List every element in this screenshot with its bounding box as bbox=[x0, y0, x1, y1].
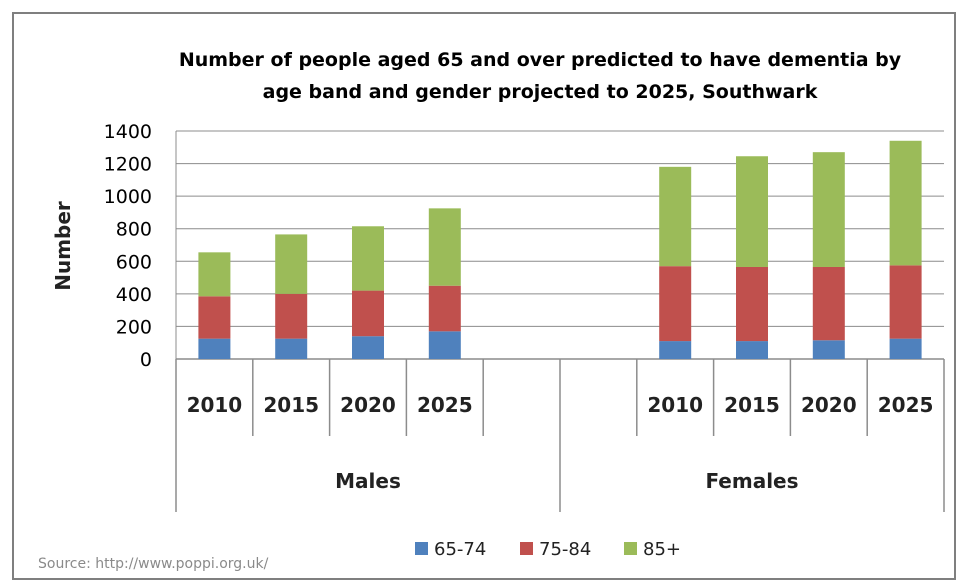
bar-segment-75-84 bbox=[352, 290, 384, 337]
y-tick-label: 800 bbox=[116, 219, 152, 241]
legend-label: 75-84 bbox=[539, 539, 591, 560]
bar-segment-85+ bbox=[812, 152, 845, 267]
y-tick-label: 1400 bbox=[104, 121, 152, 143]
legend-swatch bbox=[624, 542, 637, 555]
x-category-label: 2020 bbox=[340, 393, 396, 417]
x-category-label: 2010 bbox=[647, 393, 703, 417]
x-category-label: 2015 bbox=[724, 393, 780, 417]
bar-segment-85+ bbox=[275, 234, 308, 294]
legend-label: 65-74 bbox=[434, 539, 486, 560]
bar-segment-85+ bbox=[736, 156, 768, 267]
x-category-label: 2015 bbox=[263, 393, 319, 417]
bar-segment-65-74 bbox=[352, 336, 384, 359]
bar-segment-85+ bbox=[198, 252, 231, 297]
y-axis-label: Number bbox=[51, 201, 75, 291]
y-tick-label: 200 bbox=[116, 316, 152, 338]
bar-segment-65-74 bbox=[659, 341, 692, 359]
bar-segment-75-84 bbox=[428, 285, 461, 332]
y-tick-label: 400 bbox=[116, 284, 152, 306]
bar-segment-65-74 bbox=[812, 340, 845, 359]
legend-swatch bbox=[415, 542, 428, 555]
bar-segment-75-84 bbox=[659, 266, 692, 342]
chart-title-line-1: Number of people aged 65 and over predic… bbox=[179, 49, 902, 71]
bar-segment-65-74 bbox=[275, 338, 308, 359]
bar-segment-75-84 bbox=[736, 266, 768, 342]
x-category-label: 2025 bbox=[417, 393, 473, 417]
legend: 65-74 75-84 85+ bbox=[415, 539, 681, 560]
source-note: Source: http://www.poppi.org.uk/ bbox=[38, 556, 269, 572]
legend-label: 85+ bbox=[643, 539, 681, 560]
bar-segment-85+ bbox=[428, 208, 461, 286]
bar-segment-75-84 bbox=[812, 266, 845, 341]
x-category-label: 2010 bbox=[187, 393, 243, 417]
bar-segment-75-84 bbox=[275, 293, 308, 339]
y-tick-label: 1000 bbox=[104, 186, 152, 208]
bar-segment-65-74 bbox=[889, 338, 922, 359]
y-tick-label: 600 bbox=[116, 251, 152, 273]
group-label: Females bbox=[705, 469, 798, 493]
bar-segment-75-84 bbox=[198, 296, 231, 339]
bar-segment-65-74 bbox=[428, 331, 461, 359]
legend-swatch bbox=[520, 542, 533, 555]
y-axis-ticks: 0 200 400 600 800 1000 1200 1400 bbox=[104, 121, 152, 371]
chart-title: Number of people aged 65 and over predic… bbox=[179, 49, 902, 103]
x-axis: 2010 2015 2020 2025 2010 2015 2020 2025 Males Fem… bbox=[175, 359, 945, 512]
group-label: Males bbox=[335, 469, 401, 493]
y-tick-label: 0 bbox=[140, 349, 152, 371]
bar-segment-75-84 bbox=[889, 265, 922, 339]
y-tick-label: 1200 bbox=[104, 154, 152, 176]
x-category-label: 2020 bbox=[801, 393, 857, 417]
bar-segment-85+ bbox=[659, 166, 692, 267]
bar-segment-85+ bbox=[889, 140, 922, 266]
bars bbox=[198, 140, 922, 359]
bar-segment-85+ bbox=[352, 226, 384, 291]
chart-title-line-2: age band and gender projected to 2025, S… bbox=[263, 81, 818, 103]
bar-segment-65-74 bbox=[198, 338, 231, 359]
chart-frame bbox=[12, 12, 956, 580]
x-category-label: 2025 bbox=[878, 393, 934, 417]
bar-segment-65-74 bbox=[736, 341, 768, 359]
